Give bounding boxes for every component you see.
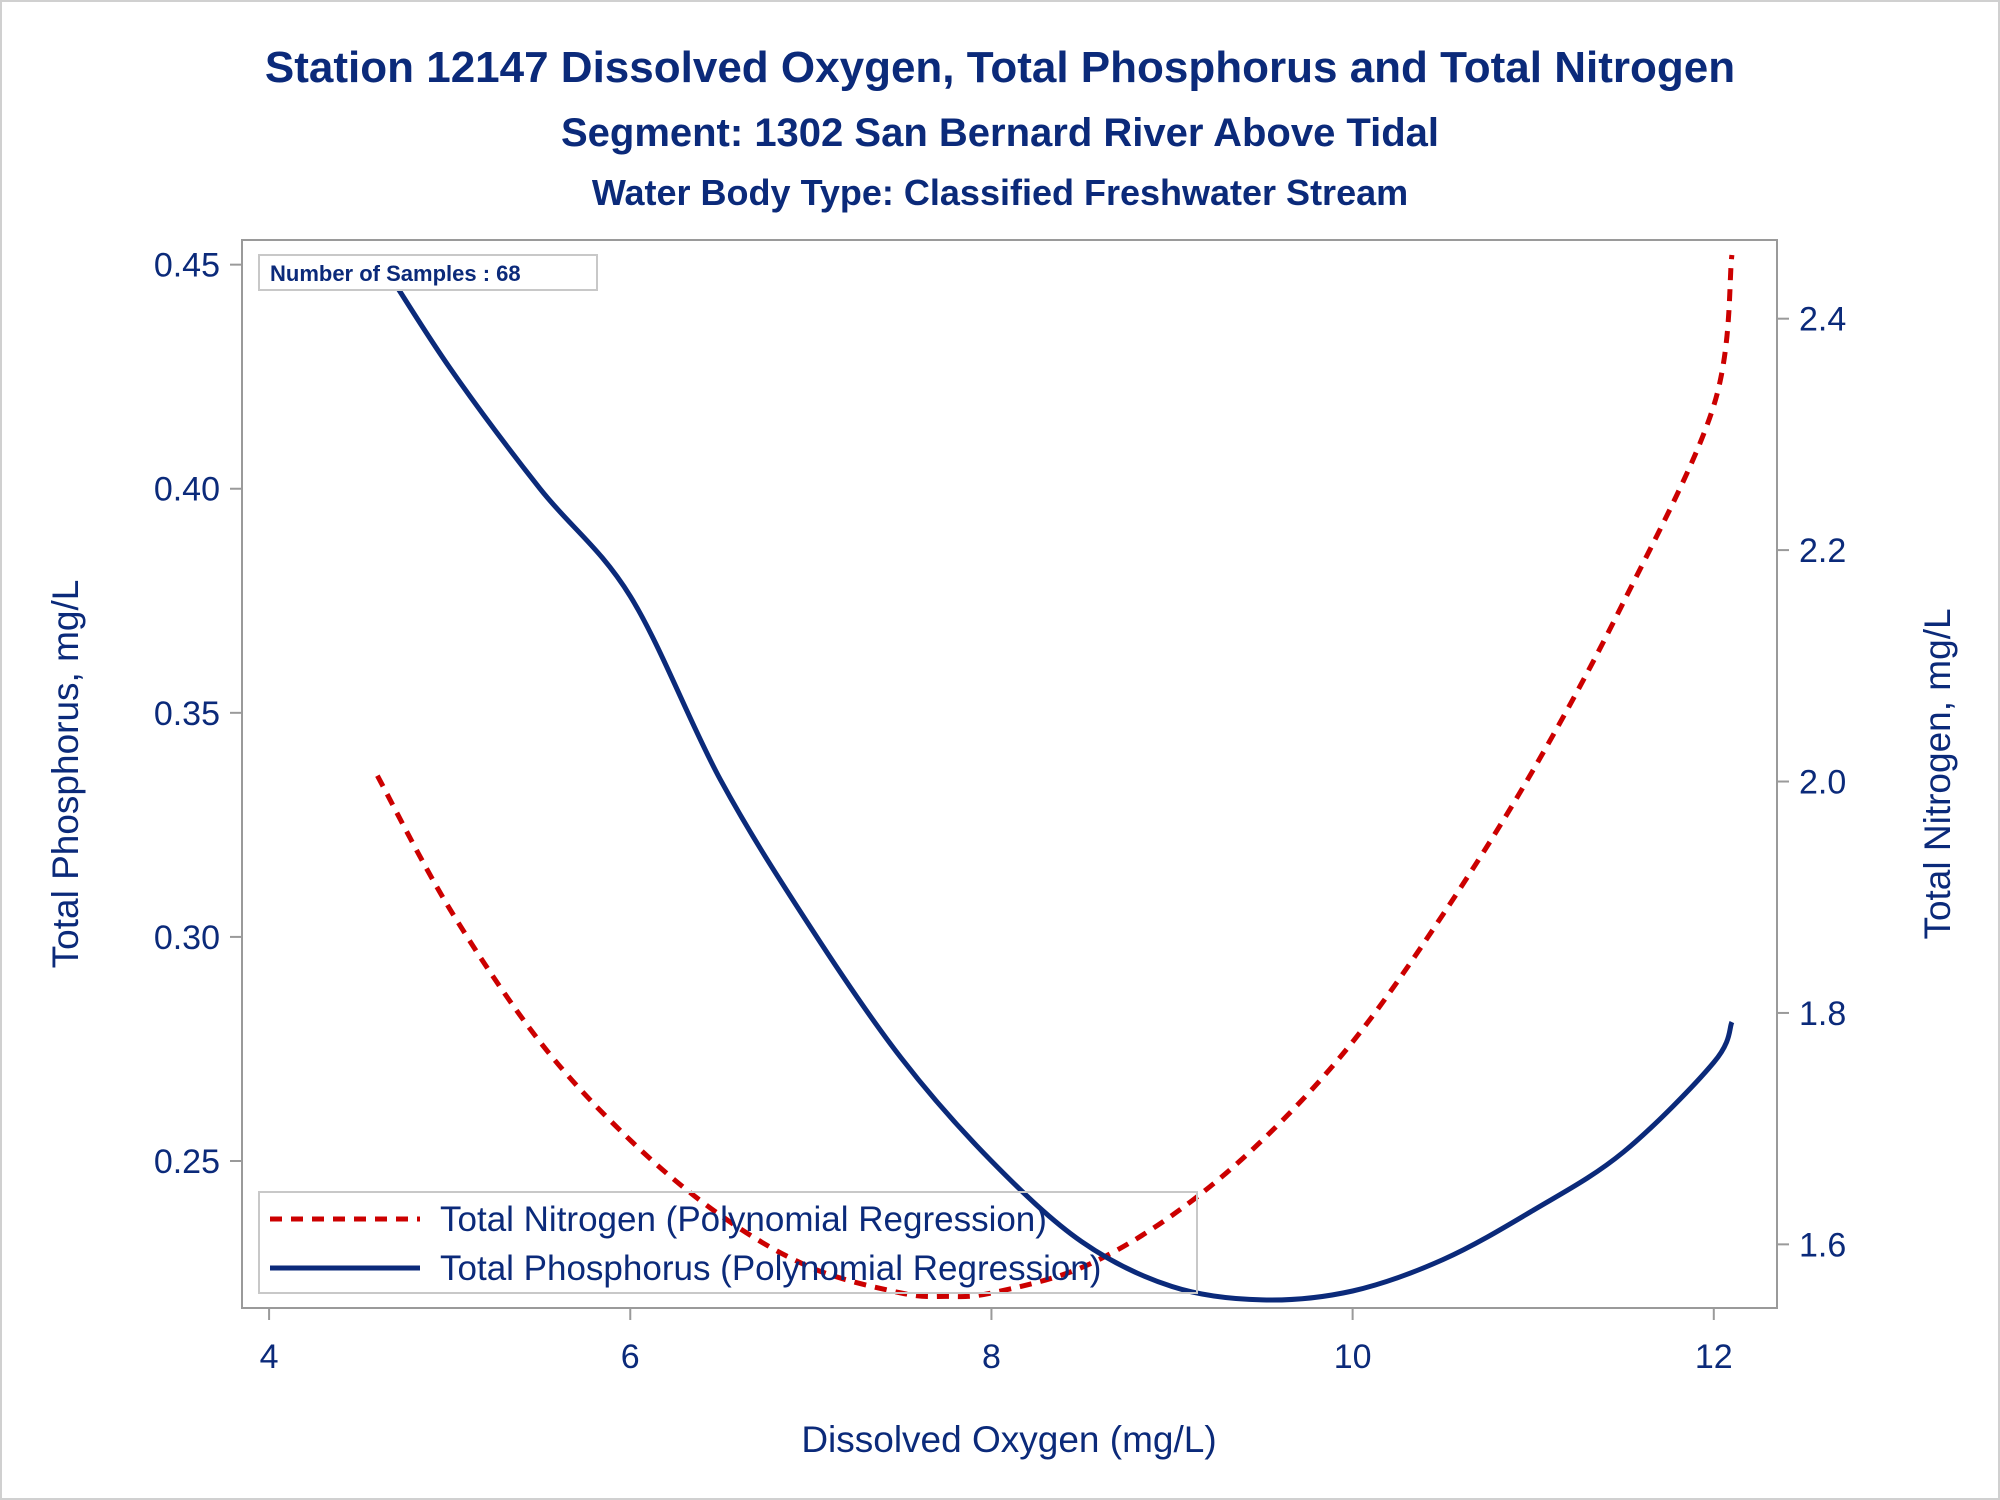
legend-box (258, 1191, 1198, 1294)
y2-tick-label: 2.2 (1799, 532, 1846, 570)
x-tick-label: 10 (1334, 1338, 1372, 1376)
y2-tick-label: 2.4 (1799, 301, 1846, 339)
y2-tick-label: 1.6 (1799, 1226, 1846, 1264)
plot-area (241, 239, 1778, 1309)
samples-count-text: Number of Samples : 68 (270, 261, 521, 286)
y2-axis-label: Total Nitrogen, mg/L (1917, 608, 1958, 939)
x-tick-label: 4 (260, 1338, 279, 1376)
y-tick-label: 0.30 (154, 919, 220, 957)
series-line-phosphorus (375, 254, 1735, 1303)
legend-label-nitrogen: Total Nitrogen (Polynomial Regression) (440, 1200, 1047, 1239)
y-tick-label: 0.35 (154, 695, 220, 733)
y2-tick-label: 2.0 (1799, 764, 1846, 802)
x-tick-label: 8 (982, 1338, 1001, 1376)
chart-title: Station 12147 Dissolved Oxygen, Total Ph… (265, 43, 1735, 92)
samples-inset-box (258, 254, 598, 291)
x-tick-label: 6 (621, 1338, 640, 1376)
chart-subtitle-segment: Segment: 1302 San Bernard River Above Ti… (561, 111, 1439, 155)
tick-layer: 4 6 8 10 12 0.25 0.30 0.35 0.40 0.45 1.6 1.8 2.0 2.2 2… (154, 247, 1846, 1376)
series-line-nitrogen (375, 254, 1735, 1300)
y-axis-label: Total Phosphorus, mg/L (45, 580, 86, 969)
chart-subtitle-waterbody: Water Body Type: Classified Freshwater S… (592, 172, 1408, 213)
x-tick-label: 12 (1695, 1338, 1733, 1376)
y-tick-label: 0.45 (154, 247, 220, 285)
series-layer (375, 254, 1735, 1303)
y-tick-label: 0.40 (154, 471, 220, 509)
y-tick-label: 0.25 (154, 1143, 220, 1181)
x-axis-label: Dissolved Oxygen (mg/L) (801, 1419, 1216, 1460)
legend-label-phosphorus: Total Phosphorus (Polynomial Regression) (440, 1249, 1101, 1288)
y2-tick-label: 1.8 (1799, 995, 1846, 1033)
